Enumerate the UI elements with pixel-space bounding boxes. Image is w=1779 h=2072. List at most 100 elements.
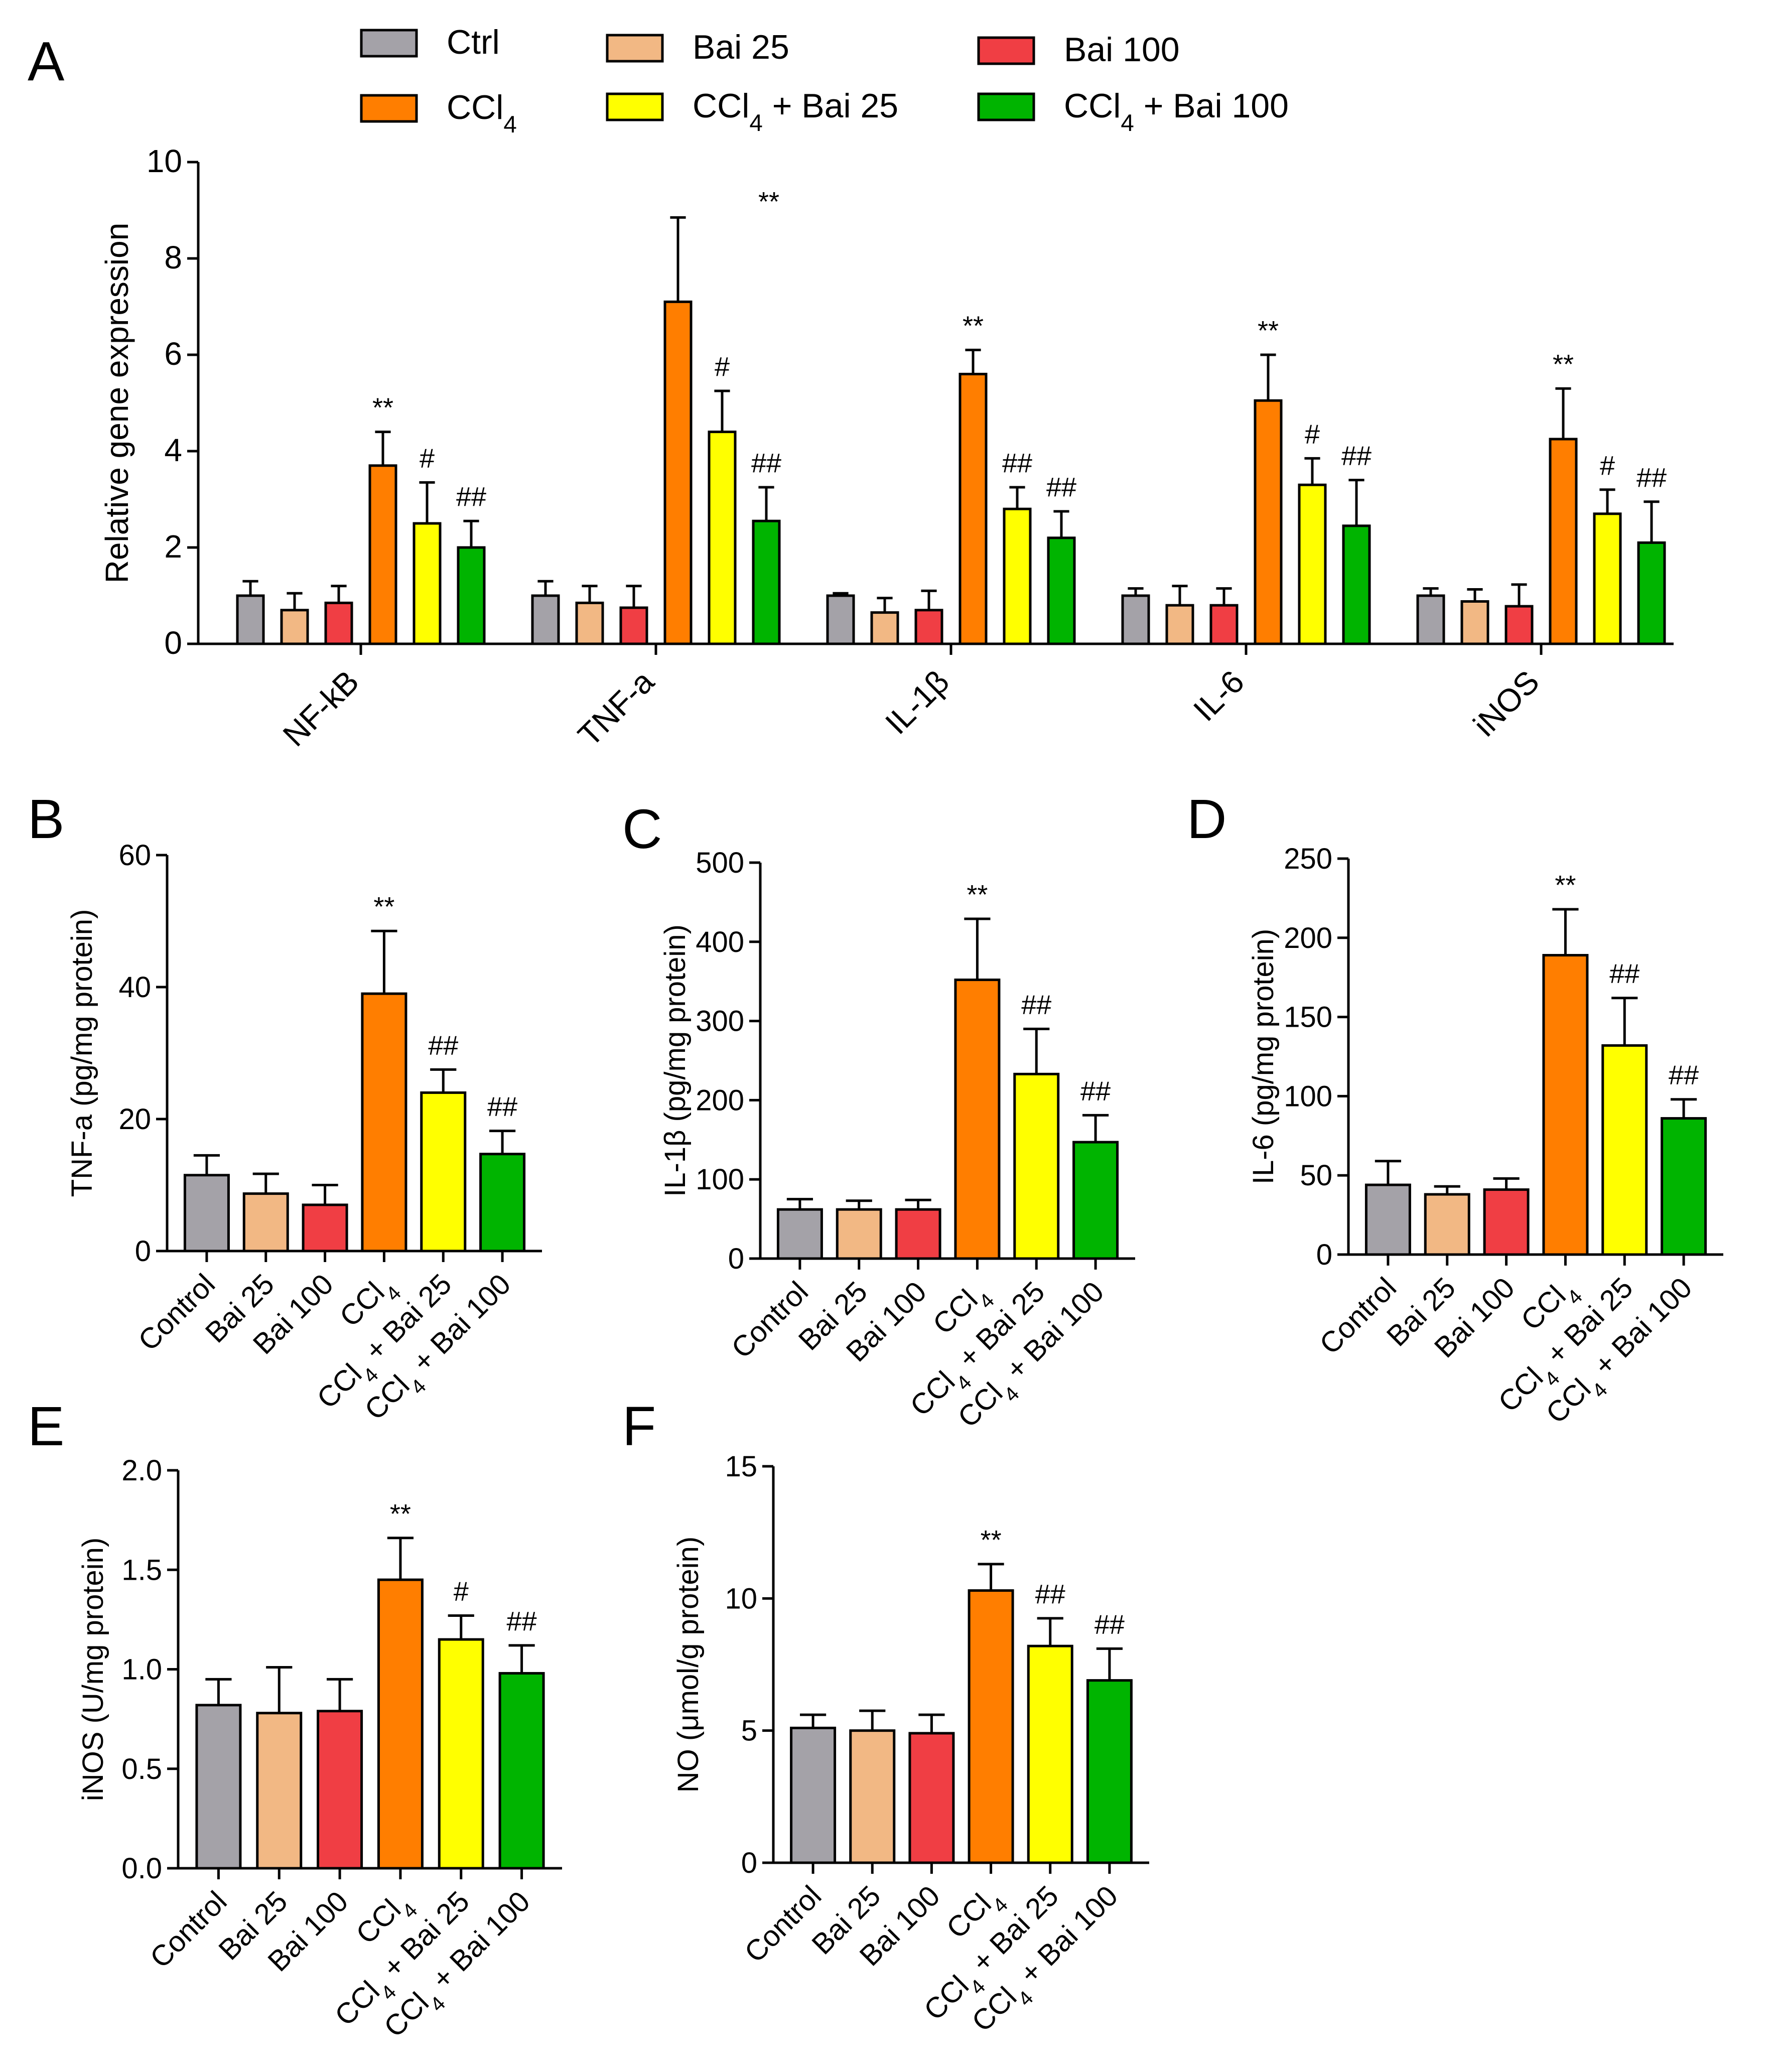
- annotation: **: [758, 187, 779, 217]
- significance-label: #: [1305, 419, 1320, 449]
- bar: [317, 1710, 363, 1870]
- legend-swatch: [606, 34, 664, 63]
- legend: Ctrl Bai 25 Bai 100 CCl4 CCl4 + Bai 25 CCl4 +…: [360, 23, 1289, 138]
- legend-item-bai25: Bai 25: [606, 28, 789, 66]
- bar: [457, 546, 486, 645]
- panel-label: D: [1187, 788, 1226, 850]
- panel-D: D 0 50 100 150 200 250 IL-6 (pg/mg protein) Cont…: [1187, 788, 1723, 1430]
- panel-C: C 0 100 200 300 400 500 IL-1β (pg/mg protein) Co…: [622, 798, 1135, 1434]
- y-tick-label: 500: [696, 847, 744, 879]
- bar: [914, 609, 943, 645]
- bar: [895, 1208, 941, 1260]
- bar: [1637, 541, 1666, 645]
- bar: [361, 992, 407, 1253]
- x-tick-label: Control: [738, 1879, 828, 1969]
- legend-swatch: [360, 94, 418, 123]
- significance-label: ##: [1035, 1579, 1065, 1609]
- y-tick-label: 400: [696, 926, 744, 958]
- bar: [752, 519, 781, 645]
- legend-label: Ctrl: [447, 23, 500, 61]
- y-axis-label: IL-1β (pg/mg protein): [659, 924, 692, 1197]
- y-tick-label: 1.0: [121, 1653, 162, 1686]
- bar: [1549, 438, 1578, 645]
- bar: [708, 431, 737, 645]
- significance-label: ##: [1609, 959, 1639, 989]
- x-tick-label: IL-6: [1186, 663, 1251, 728]
- significance-label: #: [420, 443, 435, 473]
- y-axis-label: iNOS (U/mg protein): [77, 1538, 109, 1801]
- significance-label: ##: [428, 1030, 458, 1060]
- bar: [1298, 483, 1327, 645]
- bar: [1086, 1679, 1133, 1864]
- y-tick-label: 300: [696, 1005, 744, 1038]
- significance-label: **: [981, 1525, 1002, 1555]
- significance-label: **: [1555, 870, 1576, 900]
- bar: [1165, 604, 1194, 645]
- bar: [870, 611, 899, 645]
- significance-label: **: [373, 892, 394, 922]
- bar: [256, 1712, 303, 1870]
- y-tick-label: 5: [741, 1715, 757, 1747]
- bar: [498, 1672, 545, 1870]
- y-tick-label: 100: [696, 1163, 744, 1196]
- significance-label: ##: [1341, 441, 1372, 471]
- legend-item-ccl4: CCl4: [360, 88, 517, 138]
- y-tick-label: 2.0: [121, 1454, 162, 1487]
- y-tick-label: 0: [741, 1847, 757, 1879]
- bar: [1483, 1188, 1530, 1256]
- panel-label: B: [28, 788, 64, 850]
- legend-item-ccl4bai100: CCl4 + Bai 100: [977, 87, 1289, 136]
- significance-label: **: [1258, 316, 1279, 346]
- y-tick-label: 100: [1284, 1080, 1332, 1113]
- bar: [280, 609, 309, 645]
- bar: [1003, 507, 1032, 645]
- legend-swatch: [977, 36, 1035, 65]
- bar: [302, 1203, 348, 1253]
- bar: [836, 1208, 882, 1260]
- bar: [1072, 1141, 1119, 1260]
- bar: [1254, 399, 1283, 645]
- bar: [377, 1578, 424, 1870]
- significance-label: ##: [1046, 472, 1076, 502]
- x-tick-label: IL-1β: [878, 663, 956, 741]
- bar: [1027, 1644, 1073, 1864]
- significance-label: #: [454, 1576, 469, 1606]
- panel-label: C: [622, 798, 662, 860]
- bar: [183, 1174, 230, 1253]
- legend-item-ccl4bai25: CCl4 + Bai 25: [606, 87, 898, 136]
- y-tick-label: 40: [118, 971, 151, 1004]
- legend-label: Bai 25: [693, 28, 789, 66]
- legend-label: CCl4 + Bai 25: [693, 87, 898, 136]
- bar: [1209, 604, 1239, 645]
- y-tick-label: 0: [135, 1235, 151, 1268]
- x-tick-label: Control: [144, 1885, 233, 1974]
- y-tick-label: 200: [696, 1084, 744, 1117]
- x-tick-label: Control: [132, 1268, 221, 1357]
- y-tick-label: 8: [164, 239, 182, 275]
- y-tick-label: 2: [164, 528, 182, 565]
- bar: [242, 1192, 289, 1253]
- significance-label: **: [967, 880, 988, 910]
- significance-label: **: [1553, 349, 1574, 379]
- panel-label: A: [28, 31, 65, 92]
- bar: [438, 1638, 484, 1870]
- bar: [1121, 594, 1150, 645]
- panel-label: F: [622, 1396, 656, 1457]
- bar: [368, 464, 397, 645]
- y-tick-label: 0.0: [121, 1852, 162, 1885]
- bar: [954, 979, 1001, 1260]
- y-tick-label: 60: [118, 839, 151, 872]
- bar: [324, 601, 353, 645]
- y-tick-label: 10: [725, 1582, 757, 1615]
- bar: [1542, 954, 1589, 1256]
- y-tick-label: 1.5: [121, 1554, 162, 1586]
- y-tick-label: 4: [164, 432, 182, 468]
- bar: [663, 300, 693, 645]
- significance-label: ##: [487, 1092, 517, 1122]
- legend-swatch: [977, 92, 1035, 121]
- bar: [849, 1729, 896, 1864]
- y-tick-label: 15: [725, 1450, 757, 1483]
- bar: [479, 1153, 526, 1253]
- legend-label: CCl4 + Bai 100: [1064, 87, 1289, 136]
